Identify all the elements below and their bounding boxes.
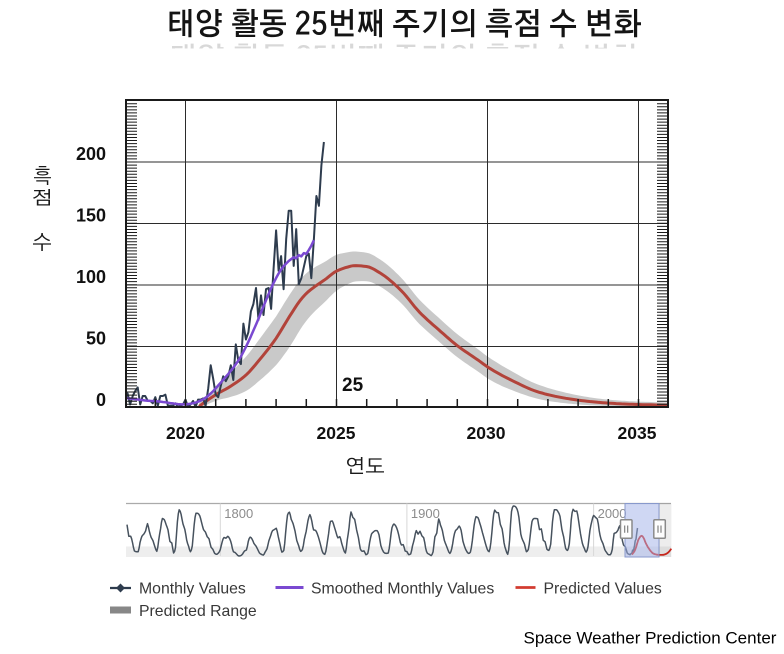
svg-text:100: 100 [76, 267, 106, 287]
svg-text:Monthly Values: Monthly Values [139, 581, 246, 598]
svg-text:0: 0 [96, 390, 106, 410]
svg-text:2020: 2020 [166, 423, 205, 443]
svg-text:2000: 2000 [598, 506, 627, 521]
svg-text:25: 25 [342, 375, 364, 396]
svg-text:Smoothed Monthly Values: Smoothed Monthly Values [311, 581, 494, 598]
svg-text:2030: 2030 [467, 423, 506, 443]
svg-text:50: 50 [86, 329, 106, 349]
svg-text:Space Weather Prediction Cente: Space Weather Prediction Center [524, 629, 777, 648]
svg-text:150: 150 [76, 206, 106, 226]
svg-text:2025: 2025 [317, 423, 356, 443]
svg-text:Predicted Range: Predicted Range [139, 603, 257, 620]
svg-text:Predicted Values: Predicted Values [544, 581, 662, 598]
svg-text:200: 200 [76, 144, 106, 164]
svg-text:2035: 2035 [618, 423, 657, 443]
svg-text:1800: 1800 [224, 506, 253, 521]
svg-text:1900: 1900 [411, 506, 440, 521]
